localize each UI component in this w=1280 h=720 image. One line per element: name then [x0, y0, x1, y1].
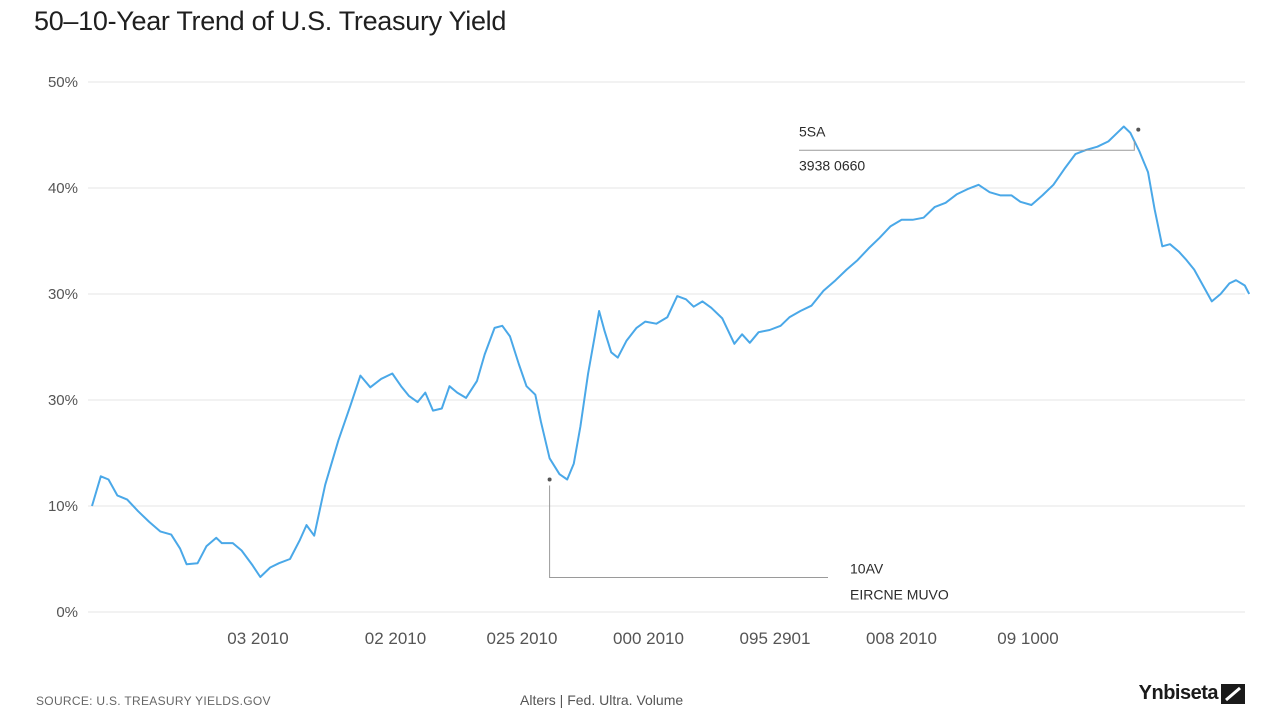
y-tick-label: 0% — [56, 604, 78, 621]
footer-note: Alters | Fed. Ultra. Volume — [520, 692, 684, 708]
y-tick-label: 30% — [48, 392, 78, 409]
brand-name: Ynbiseta — [1138, 682, 1219, 704]
grid-lines — [88, 81, 1245, 613]
annotation-point — [547, 477, 552, 482]
square-slash-icon — [1221, 683, 1245, 704]
annotation-leader — [799, 140, 1135, 151]
x-axis-ticks: 03 2010 02 2010 025 2010 000 2010 095 2901 00… — [227, 629, 1058, 648]
y-tick-label: 10% — [48, 498, 78, 515]
footer-source: SOURCE: U.S. TREASURY YIELDS.GOV — [36, 694, 271, 708]
y-tick-label: 30% — [48, 286, 78, 303]
annotation-value: EIRCNE MUVO — [850, 587, 949, 603]
y-axis-ticks: 50% 40% 30% 30% 10% 0% — [48, 74, 78, 621]
series-layer — [91, 125, 1251, 578]
x-tick-label: 02 2010 — [365, 629, 426, 648]
annotation-leader — [549, 485, 828, 578]
x-tick-label: 09 1000 — [997, 629, 1058, 648]
annotations: 5SA 3938 0660 10AV EIRCNE MUVO — [547, 123, 1141, 603]
x-tick-label: 03 2010 — [227, 629, 288, 648]
y-tick-label: 50% — [48, 74, 78, 91]
series-line — [91, 125, 1251, 578]
chart-title: 50–10-Year Trend of U.S. Treasury Yield — [34, 6, 507, 36]
y-tick-label: 40% — [48, 180, 78, 197]
x-tick-label: 095 2901 — [740, 629, 811, 648]
annotation-label: 10AV — [850, 561, 884, 577]
annotation-value: 3938 0660 — [799, 157, 865, 173]
annotation-label: 5SA — [799, 123, 826, 139]
annotation-point — [1136, 127, 1141, 132]
brand-logo[interactable]: Ynbiseta — [1139, 682, 1246, 705]
x-tick-label: 025 2010 — [487, 629, 558, 648]
x-tick-label: 000 2010 — [613, 629, 684, 648]
x-tick-label: 008 2010 — [866, 629, 937, 648]
